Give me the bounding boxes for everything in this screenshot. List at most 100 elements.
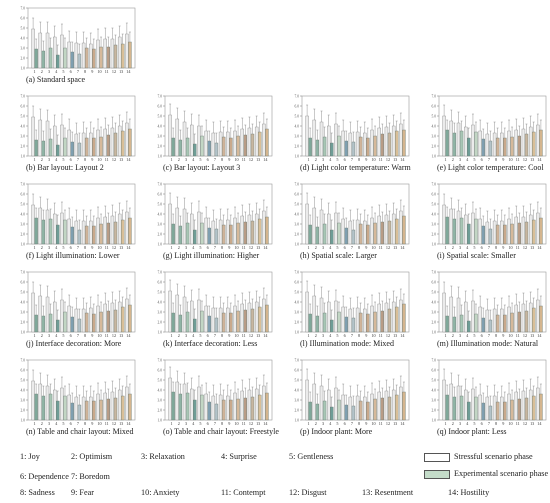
panel-5-ytick-label: 5.0: [432, 115, 437, 119]
panel-9-ytick-label: 6.0: [432, 193, 437, 197]
panel-14-xtick-label: 7: [77, 421, 79, 426]
panel-15-bar-experimental: [250, 396, 255, 421]
panel-3-xtick-label: 6: [207, 157, 209, 162]
panel-9-bar-experimental: [474, 218, 478, 245]
panel-14-bar-experimental: [84, 400, 89, 421]
panel-4-bar-experimental: [308, 137, 312, 157]
panel-16-bar-stressful: [391, 389, 396, 421]
panel-17-xtick-label: 13: [530, 421, 534, 426]
panel-1-xtick-label: 11: [105, 69, 109, 74]
panel-14-bar-experimental: [56, 400, 60, 421]
panel-16-bar-experimental: [358, 400, 363, 421]
panel-17-bar-experimental: [474, 396, 478, 421]
panel-15-xtick-label: 13: [256, 421, 260, 426]
panel-17-bar-stressful: [442, 379, 446, 421]
panel-6-xtick-label: 8: [84, 245, 86, 250]
panel-14-xtick-label: 13: [119, 421, 123, 426]
panel-1-bar-stressful: [96, 39, 100, 69]
panel-7-xtick-label: 8: [221, 245, 223, 250]
panel-15-xtick-label: 7: [214, 421, 216, 426]
panel-7-bar-stressful: [211, 220, 216, 245]
panel-3-xtick-label: 1: [171, 157, 173, 162]
panel-4-bar-stressful: [355, 131, 360, 157]
panel-17-bar-stressful: [521, 390, 526, 421]
panel-10-bar-stressful: [103, 303, 107, 333]
panel-14-ytick-label: 4.0: [21, 389, 26, 393]
panel-16-bar-experimental: [330, 406, 334, 421]
panel-9-xtick-label: 13: [530, 245, 534, 250]
panel-17-bar-stressful: [449, 383, 454, 421]
panel-12-bar-stressful: [355, 307, 360, 333]
panel-6-bar-experimental: [63, 219, 67, 245]
panel-7-xtick-label: 12: [249, 245, 253, 250]
panel-17-bar-stressful: [514, 391, 518, 421]
panel-16-xtick-label: 5: [336, 421, 338, 426]
panel-3-xtick-label: 2: [178, 157, 180, 162]
panel-3-bar-experimental: [229, 137, 233, 157]
panel-2-bar-stressful: [60, 124, 64, 157]
panel-10-bar-stressful: [96, 305, 100, 333]
panel-10-xtick-label: 4: [55, 333, 58, 338]
panel-14-ytick-label: 1.0: [21, 419, 26, 423]
panel-16-bar-stressful: [370, 393, 374, 421]
panel-3-xtick-label: 8: [221, 157, 223, 162]
panel-12-bar-stressful: [334, 300, 338, 333]
panel-9-xtick-label: 1: [445, 245, 447, 250]
panel-17-bar-stressful: [471, 388, 475, 421]
panel-10-xtick-label: 10: [97, 333, 101, 338]
panel-11-xtick-label: 11: [242, 333, 246, 338]
panel-10-xtick-label: 3: [48, 333, 50, 338]
panel-3-ytick-label: 7.0: [158, 95, 163, 99]
panel-5-bar-stressful: [500, 132, 504, 157]
panel-13-xtick-label: 13: [530, 333, 534, 338]
panel-14-bar-experimental: [92, 400, 96, 421]
panel-8-bar-stressful: [312, 207, 317, 245]
panel-8-xtick-label: 3: [322, 245, 324, 250]
panel-7-bar-stressful: [254, 213, 259, 245]
panel-17-bar-stressful: [492, 395, 497, 421]
panel-4-bar-stressful: [384, 126, 389, 157]
panel-8-bar-stressful: [327, 213, 331, 245]
panel-12-bar-experimental: [373, 311, 377, 333]
panel-10-xtick-label: 2: [41, 333, 43, 338]
panel-12-bar-experimental: [308, 313, 312, 333]
panel-2-bar-stressful: [117, 125, 122, 157]
panel-3-xtick-label: 5: [199, 157, 201, 162]
panel-7-bar-experimental: [257, 218, 262, 245]
panel-4-xtick-label: 14: [400, 157, 405, 162]
panel-15-xtick-label: 14: [263, 421, 268, 426]
panel-17-caption: (q) Indoor plant: Less: [437, 427, 507, 436]
panel-9-bar-experimental: [510, 223, 514, 245]
panel-12-ytick-label: 7.0: [295, 271, 300, 275]
panel-2-bar-stressful: [67, 129, 71, 157]
panel-2-ytick-label: 3.0: [21, 135, 26, 139]
panel-4-bar-experimental: [394, 130, 399, 157]
panel-16-bar-stressful: [334, 387, 338, 421]
panel-14-bar-experimental: [48, 393, 53, 421]
panel-11-bar-stressful: [254, 301, 259, 333]
panel-15-ytick-label: 7.0: [158, 359, 163, 363]
panel-12-xtick-label: 1: [308, 333, 310, 338]
panel-6-xtick-label: 5: [62, 245, 64, 250]
panel-5-bar-experimental: [488, 140, 493, 157]
panel-1-bar-experimental: [99, 46, 103, 69]
panel-4-ytick-label: 7.0: [295, 95, 300, 99]
panel-4-xtick-label: 4: [329, 157, 332, 162]
panel-6-bar-stressful: [103, 216, 107, 245]
panel-4-xtick-label: 12: [386, 157, 390, 162]
panel-6-bar-experimental: [77, 229, 82, 245]
panel-14-bar-stressful: [89, 396, 93, 421]
panel-1-xtick-label: 14: [126, 69, 131, 74]
panel-12-xtick-label: 11: [379, 333, 383, 338]
panel-2-bar-experimental: [56, 144, 60, 157]
panel-8-ytick-label: 5.0: [295, 203, 300, 207]
panel-15-bar-experimental: [243, 397, 247, 421]
panel-14-bar-stressful: [74, 396, 79, 421]
panel-8-ytick-label: 7.0: [295, 183, 300, 187]
panel-14-bar-experimental: [120, 395, 125, 421]
panel-2-bar-stressful: [74, 133, 79, 157]
panel-2-bar-experimental: [106, 134, 110, 157]
panel-2-xtick-label: 8: [84, 157, 86, 162]
panel-16-bar-stressful: [348, 396, 353, 421]
panel-16-bar-experimental: [337, 399, 341, 421]
